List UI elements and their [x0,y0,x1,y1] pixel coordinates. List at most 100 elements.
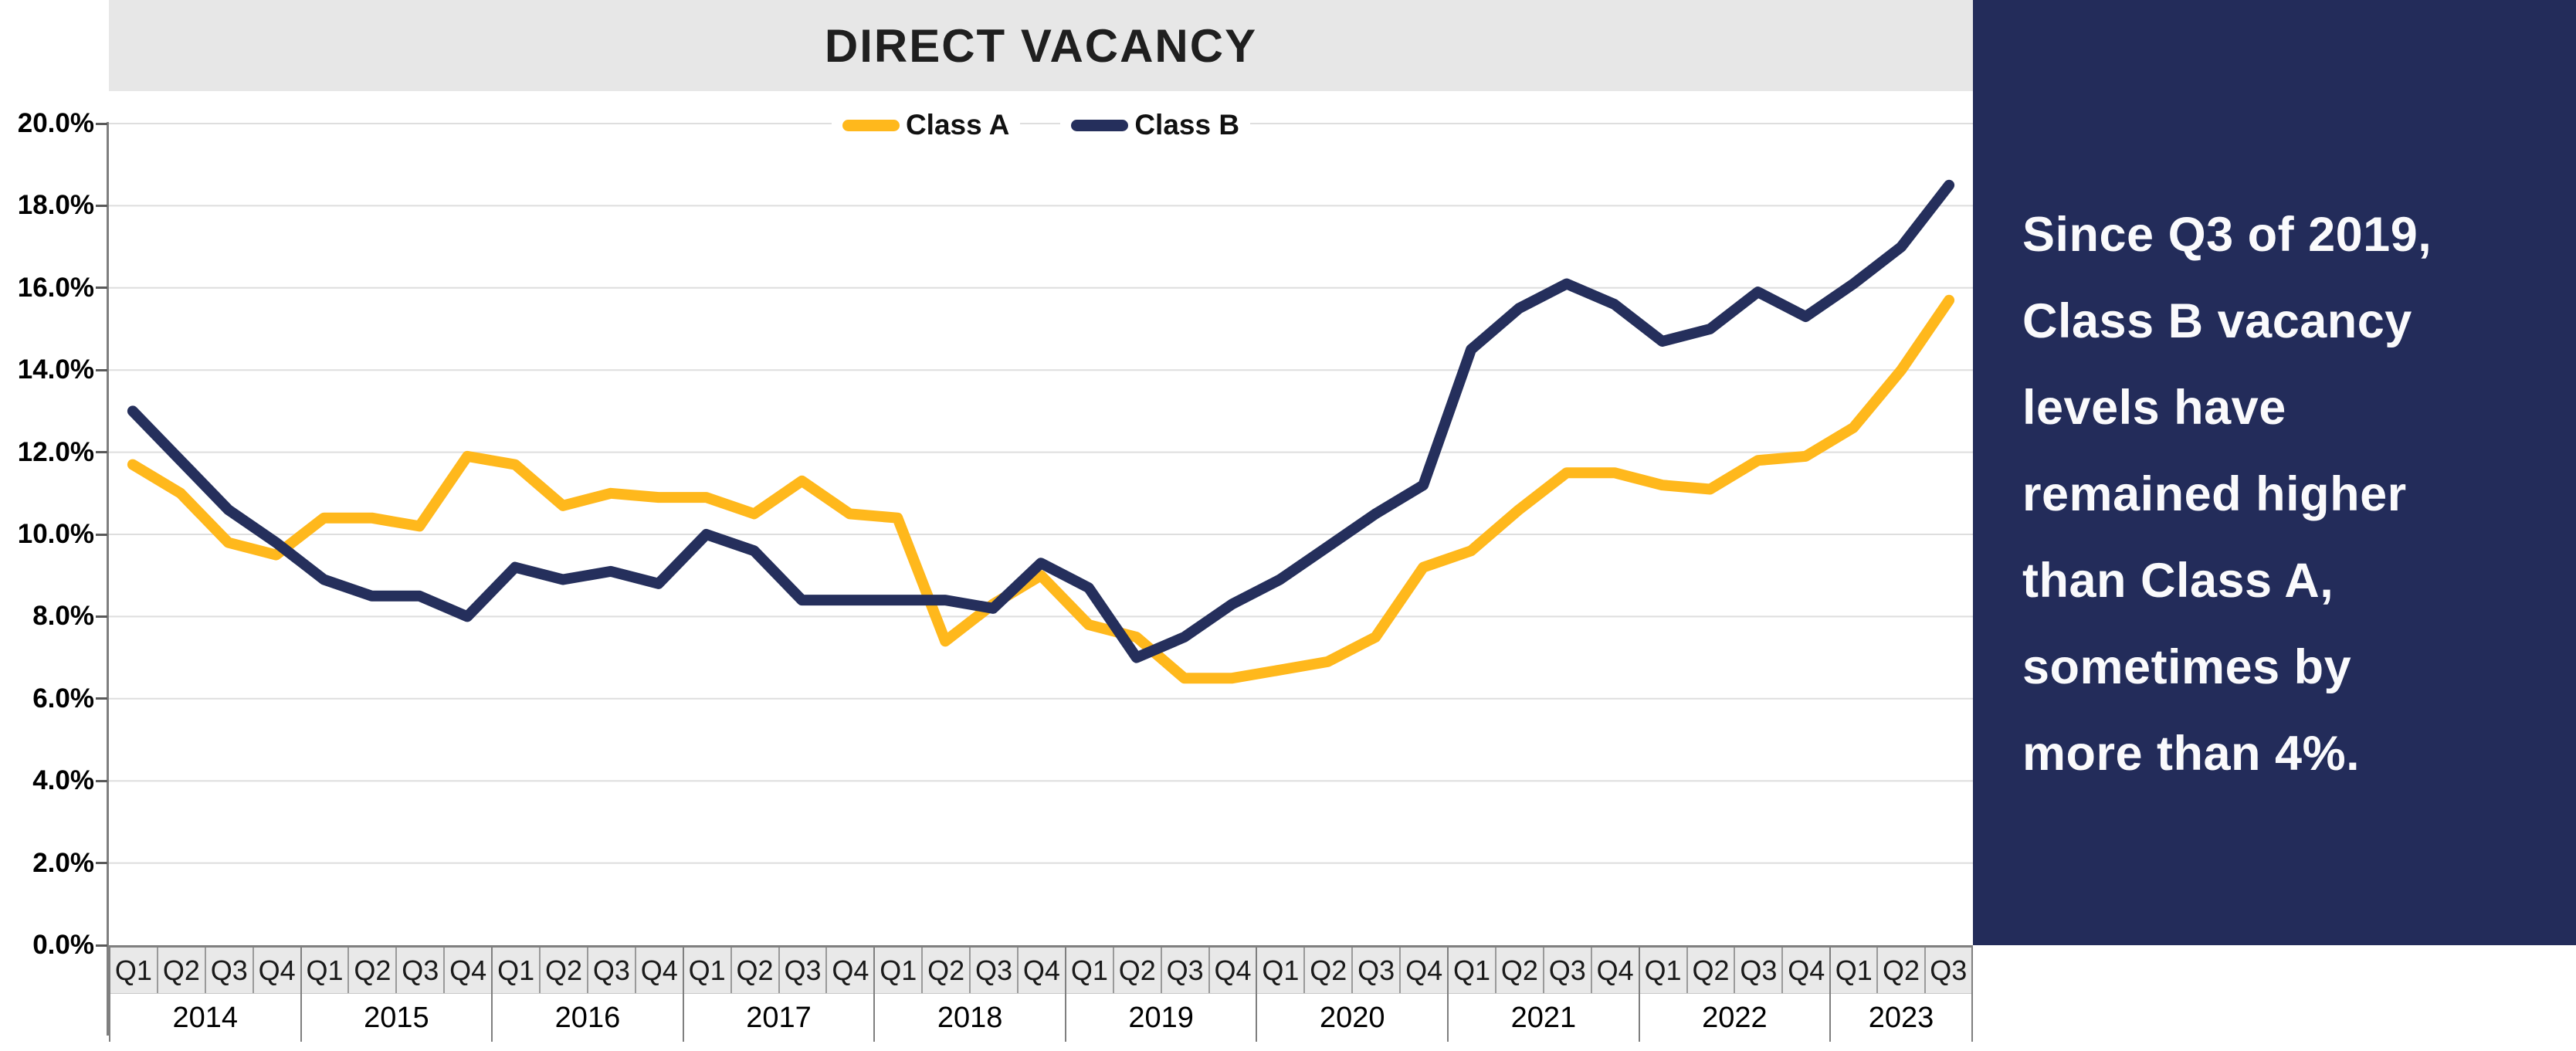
title-bar: DIRECT VACANCY [109,0,1973,91]
chart-legend: Class A Class B [109,103,1973,147]
year-group-2021: Q1 Q2 Q3 Q4 2021 [1447,948,1639,1042]
quarter-cell: Q1 [1640,948,1688,993]
legend-label: Class A [905,109,1010,141]
year-group-2018: Q1 Q2 Q3 Q4 2018 [873,948,1065,1042]
year-group-2017: Q1 Q2 Q3 Q4 2017 [682,948,874,1042]
quarter-cell: Q1 [1449,948,1496,993]
y-tick-mark [96,779,107,782]
quarter-cell: Q1 [302,948,350,993]
year-label: 2023 [1831,994,1971,1042]
quarter-row: Q1 Q2 Q3 Q4 [875,948,1065,994]
y-tick-mark [96,697,107,700]
quarter-cell: Q4 [640,954,678,986]
quarter-row: Q1 Q2 Q3 Q4 [1257,948,1448,994]
y-tick-mark [96,451,107,454]
y-tick-label: 4.0% [32,765,94,796]
year-label: 2018 [875,994,1065,1042]
quarter-cell: Q2 [923,948,971,993]
y-tick-label: 12.0% [17,436,94,467]
legend-item-class-b: Class B [1060,106,1251,144]
legend-label: Class B [1134,109,1240,141]
quarter-cell: Q2 [349,948,398,993]
y-tick-label: 14.0% [17,354,94,385]
side-panel-text: Since Q3 of 2019, Class B vacancy levels h… [2022,192,2540,797]
quarter-row: Q1 Q2 Q3 Q4 [1066,948,1256,994]
y-tick-mark [96,122,107,125]
quarter-cell: Q1 [1257,948,1306,993]
quarter-cell: Q2 [1305,948,1354,993]
year-group-2016: Q1 Q2 Q3 Q4 2016 [491,948,683,1042]
quarter-cell: Q3 [971,948,1019,993]
side-panel-text-line: Since Q3 of 2019, [2022,208,2432,262]
side-panel-text-line: Class B vacancy [2022,294,2412,348]
y-tick-mark [96,615,107,618]
quarter-cell: Q4 [258,954,296,986]
y-tick-label: 16.0% [17,272,94,303]
y-tick-label: 8.0% [32,601,94,632]
quarter-cell: Q3 [780,948,828,993]
class-b-line [127,179,1955,663]
y-tick-mark [96,286,107,290]
year-group-2023: Q1 Q2 Q3 2023 [1829,948,1973,1042]
quarter-row: Q1 Q2 Q3 Q4 [301,948,492,994]
year-group-2019: Q1 Q2 Q3 Q4 2019 [1064,948,1256,1042]
y-tick-label: 18.0% [17,190,94,221]
quarter-cell: Q4 [449,954,487,986]
quarter-cell: Q1 [1066,948,1114,993]
quarter-cell: Q1 [1831,948,1879,993]
quarter-cell: Q3 [588,948,636,993]
quarter-cell: Q2 [1496,948,1544,993]
side-panel-text-line: than Class A, [2022,554,2334,608]
quarter-cell: Q1 [684,948,732,993]
quarter-cell: Q3 [206,948,254,993]
quarter-cell: Q3 [1162,948,1210,993]
quarter-cell: Q2 [1114,948,1162,993]
year-label: 2020 [1257,994,1448,1042]
y-axis-line [107,122,109,1036]
quarter-cell: Q4 [1022,954,1060,986]
year-label: 2021 [1449,994,1639,1042]
legend-item-class-a: Class A [831,106,1021,144]
y-tick-label: 10.0% [17,519,94,549]
legend-swatch-icon [1071,119,1129,131]
quarter-cell: Q1 [493,948,541,993]
year-label: 2016 [493,994,683,1042]
quarter-cell: Q3 [1544,948,1592,993]
year-group-2022: Q1 Q2 Q3 Q4 2022 [1638,948,1830,1042]
side-panel-text-line: sometimes by [2022,640,2352,694]
quarter-cell: Q4 [1788,954,1825,986]
y-tick-mark [96,204,107,207]
y-axis: 0.0% 2.0% 4.0% 6.0% 8.0% 10.0% 12.0% 14.0% 16.0%… [0,0,109,1051]
quarter-row: Q1 Q2 Q3 Q4 [110,948,300,994]
side-panel-text-line: remained higher [2022,467,2407,521]
side-panel: Since Q3 of 2019, Class B vacancy levels h… [1973,0,2576,945]
quarter-cell: Q3 [1930,954,1968,986]
year-group-2020: Q1 Q2 Q3 Q4 2020 [1256,948,1448,1042]
y-tick-mark [96,862,107,865]
side-panel-text-line: levels have [2022,381,2286,435]
y-tick-label: 6.0% [32,683,94,714]
y-tick-mark [96,944,107,947]
quarter-cell: Q2 [732,948,780,993]
quarter-cell: Q3 [1353,948,1402,993]
quarter-cell: Q1 [110,948,158,993]
year-label: 2014 [110,994,300,1042]
quarter-cell: Q4 [1214,954,1252,986]
quarter-cell: Q4 [1405,954,1443,986]
y-tick-mark [96,368,107,371]
quarter-cell: Q4 [832,954,869,986]
quarter-cell: Q4 [1596,954,1634,986]
quarter-row: Q1 Q2 Q3 Q4 [683,948,874,994]
quarter-row: Q1 Q2 Q3 Q4 [1639,948,1830,994]
quarter-cell: Q3 [397,948,446,993]
year-group-2014: Q1 Q2 Q3 Q4 2014 [109,948,300,1042]
x-axis: Q1 Q2 Q3 Q4 2014 Q1 Q2 Q3 Q4 2015 Q1 Q2 Q3 Q4 2016 Q1 Q2… [109,945,1973,1042]
year-label: 2017 [683,994,874,1042]
plot-area [109,0,1973,945]
quarter-cell: Q2 [158,948,206,993]
y-tick-mark [96,533,107,536]
y-tick-label: 20.0% [17,108,94,138]
y-tick-label: 2.0% [32,847,94,878]
year-label: 2019 [1066,994,1256,1042]
